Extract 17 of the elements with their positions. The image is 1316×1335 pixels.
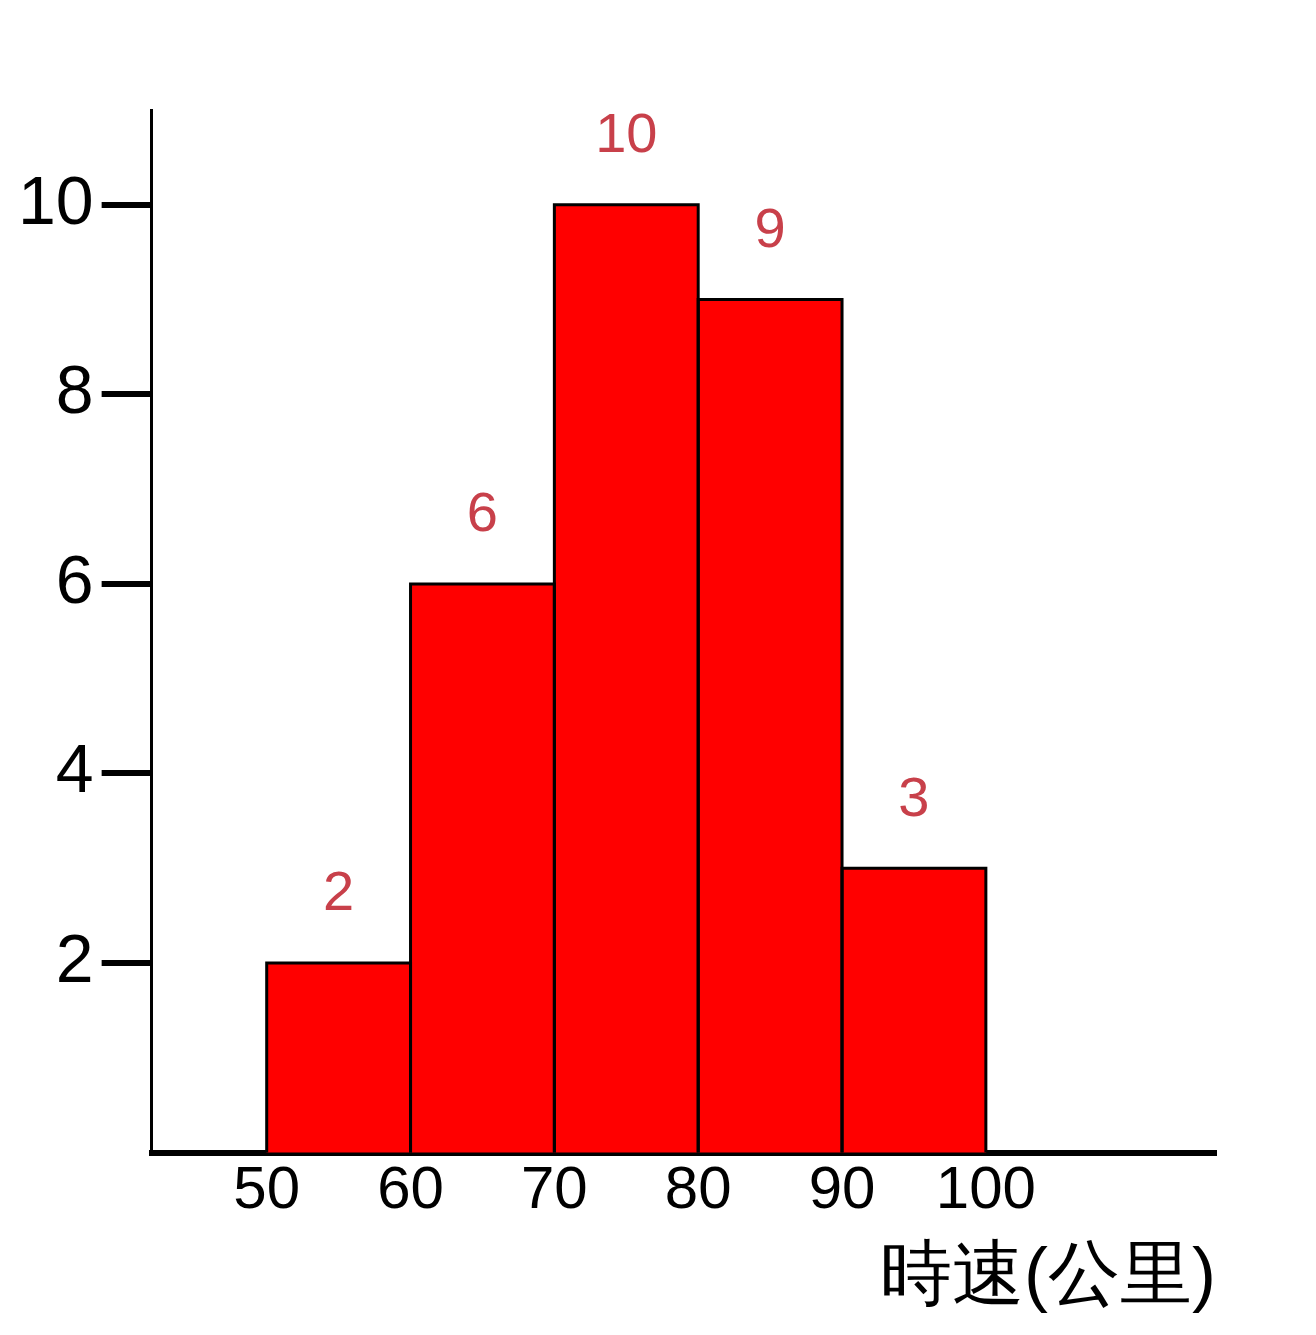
data-label: 2: [323, 859, 355, 923]
y-tick-label: 4: [55, 730, 94, 807]
x-tick-label: 100: [935, 1154, 1036, 1222]
y-tick-label: 10: [18, 161, 94, 238]
y-tick-label: 6: [55, 540, 94, 617]
data-label: 9: [754, 196, 786, 259]
y-tick-label: 2: [55, 919, 94, 996]
x-tick-label: 80: [664, 1154, 732, 1222]
x-tick-label: 50: [233, 1154, 301, 1222]
x-tick-label: 70: [520, 1154, 588, 1222]
data-label: 10: [595, 101, 658, 165]
x-tick-label: 90: [808, 1154, 876, 1222]
data-label: 6: [466, 480, 499, 544]
x-tick-label: 60: [377, 1154, 444, 1222]
data-label: 3: [898, 764, 930, 828]
y-tick-label: 8: [55, 351, 94, 428]
x-axis-title: 時速(公里): [880, 1232, 1216, 1313]
